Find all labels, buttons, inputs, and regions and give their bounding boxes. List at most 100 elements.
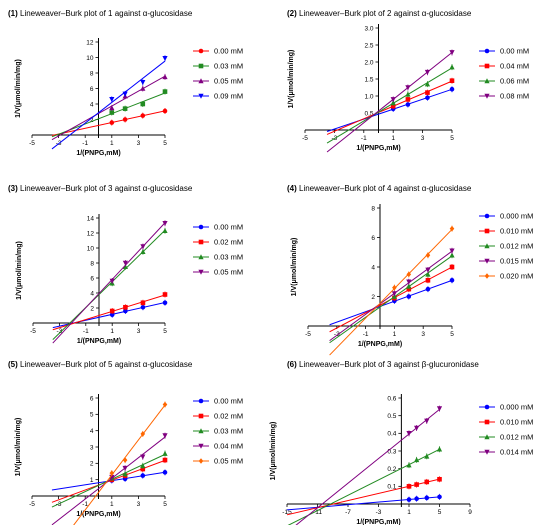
data-point	[405, 91, 411, 97]
data-point	[109, 120, 115, 125]
y-tick-label: 8	[371, 205, 375, 212]
y-tick-label: 4	[90, 101, 94, 108]
data-point	[424, 495, 430, 501]
legend-label: 0.05 mM	[214, 268, 243, 277]
series-1	[329, 277, 455, 326]
y-tick-label: 0.5	[364, 110, 373, 117]
data-point	[162, 433, 168, 439]
chart-title-number: (4)	[287, 184, 299, 193]
data-point	[109, 278, 115, 284]
legend-entry: 0.05 mM	[193, 457, 243, 466]
chart-title: (1) Lineweaver–Burk plot of 1 against α-…	[8, 9, 193, 18]
legend-marker	[198, 428, 204, 434]
data-point	[425, 95, 430, 100]
data-point	[424, 81, 431, 87]
legend-label: 0.000 mM	[500, 212, 533, 221]
data-point	[140, 101, 146, 107]
series-fit-line	[52, 222, 166, 344]
chart-panel-5: (5) Lineweaver–Burk plot of 5 against α-…	[8, 360, 243, 530]
series-fit-line	[51, 436, 166, 526]
y-tick-label: 1	[90, 477, 94, 484]
legend-entry: 0.03 mM	[193, 253, 243, 262]
y-tick-label: 3	[90, 444, 94, 451]
legend-marker	[198, 78, 204, 84]
chart-title-text: Lineweaver–Burk plot of 2 against α-gluc…	[299, 9, 472, 18]
y-tick-label: 0.4	[387, 431, 396, 438]
legend-entry: 0.000 mM	[479, 212, 533, 221]
legend-entry: 0.04 mM	[193, 442, 243, 451]
data-point	[405, 102, 411, 107]
data-point	[123, 304, 128, 310]
legend-label: 0.04 mM	[214, 442, 243, 451]
data-point	[449, 277, 455, 283]
x-tick-label: -3	[57, 328, 63, 335]
legend-label: 0.03 mM	[214, 427, 243, 436]
data-point	[425, 271, 431, 277]
y-axis-label: 1/V(μmol/min/mg)	[291, 238, 298, 297]
legend-entry: 0.012 mM	[479, 433, 533, 442]
series-fit-line	[326, 52, 453, 153]
chart-title-number: (5)	[8, 360, 20, 369]
legend-label: 0.05 mM	[214, 457, 243, 466]
data-point	[140, 244, 146, 250]
data-point	[390, 100, 396, 106]
series-4	[51, 55, 168, 150]
x-tick-label: -1	[363, 331, 369, 338]
data-point	[406, 279, 412, 285]
chart-title-number: (6)	[287, 360, 299, 369]
y-tick-label: 10	[86, 55, 94, 62]
legend-label: 0.05 mM	[214, 77, 243, 86]
data-point	[406, 294, 412, 299]
legend-label: 0.02 mM	[214, 412, 243, 421]
data-point	[162, 89, 168, 94]
legend-label: 0.00 mM	[214, 47, 243, 56]
series-fit-line	[52, 294, 166, 331]
data-point	[109, 470, 115, 476]
y-tick-label: 0.3	[387, 448, 396, 455]
series-fit-line	[329, 255, 453, 344]
x-axis-label: 1/(PNPG,mM)	[76, 511, 120, 518]
data-point	[162, 108, 168, 114]
x-axis-label: 1/(PNPG,mM)	[356, 145, 400, 152]
data-point	[424, 418, 430, 424]
y-tick-label: 6	[371, 235, 375, 242]
y-axis-label: 1/V(μmol/min/mg)	[15, 418, 22, 477]
y-tick-label: 5	[90, 412, 94, 419]
data-point	[122, 263, 128, 270]
legend-marker	[484, 449, 490, 455]
series-1	[326, 86, 455, 132]
x-tick-label: 1	[391, 135, 395, 142]
data-point	[449, 86, 455, 92]
legend-marker	[484, 404, 490, 410]
chart-panel-6: (6) Lineweaver–Burk plot of 3 against β-…	[270, 360, 533, 530]
data-point	[425, 277, 431, 283]
legend-marker	[484, 243, 490, 249]
series-5	[329, 225, 455, 356]
series-fit-line	[52, 302, 166, 329]
y-tick-label: 2	[371, 294, 375, 301]
data-point	[109, 105, 115, 111]
data-point	[414, 482, 419, 487]
y-tick-label: 1.0	[364, 93, 373, 100]
series-fit-line	[286, 496, 440, 511]
legend-label: 0.00 mM	[214, 397, 243, 406]
x-tick-label: -3	[376, 509, 382, 516]
x-axis-label: 1/(PNPG,mM)	[358, 341, 402, 348]
data-point	[449, 64, 455, 70]
legend-label: 0.014 mM	[500, 448, 533, 457]
data-point	[424, 479, 430, 485]
data-point	[162, 220, 168, 227]
data-point	[391, 291, 397, 297]
y-tick-label: 0.5	[387, 413, 396, 420]
data-point	[162, 300, 168, 306]
legend-entry: 0.00 mM	[193, 47, 243, 56]
data-point	[390, 103, 396, 109]
legend-label: 0.04 mM	[500, 62, 529, 71]
data-point	[449, 248, 455, 254]
legend-label: 0.010 mM	[500, 227, 533, 236]
series-fit-line	[329, 229, 453, 356]
data-point	[449, 50, 455, 56]
legend-entry: 0.010 mM	[479, 227, 533, 236]
y-tick-label: 3.0	[364, 25, 373, 32]
